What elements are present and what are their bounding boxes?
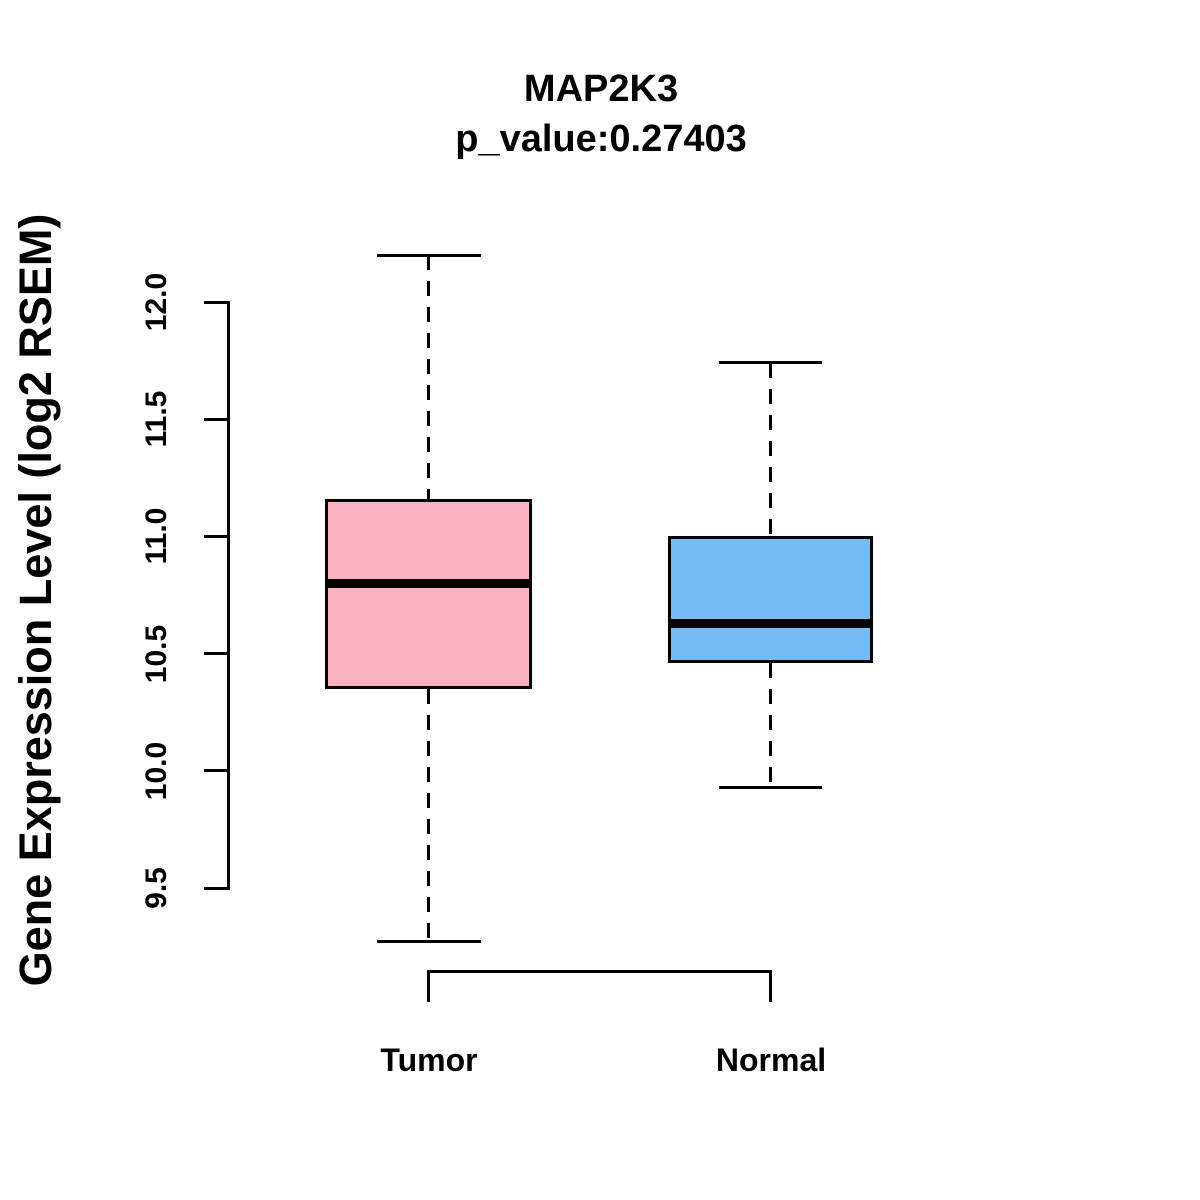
y-axis-title: Gene Expression Level (log2 RSEM) <box>10 213 61 987</box>
x-category-label-tumor: Tumor <box>380 1042 478 1078</box>
normal-upper-whisker-cap <box>719 361 822 364</box>
tumor-lower-whisker <box>427 689 430 942</box>
x-tick-mark <box>769 970 772 1002</box>
normal-median-line <box>668 619 873 628</box>
x-category-label-normal: Normal <box>715 1042 827 1078</box>
y-axis-line <box>227 301 230 890</box>
normal-lower-whisker-cap <box>719 786 822 789</box>
x-axis-line <box>427 970 772 973</box>
normal-lower-whisker <box>769 663 772 787</box>
tumor-lower-whisker-cap <box>377 940 481 943</box>
y-tick-label: 10.5 <box>140 624 173 684</box>
y-tick-mark <box>204 652 230 655</box>
y-tick-label: 11.0 <box>140 507 173 565</box>
y-tick-mark <box>204 418 230 421</box>
chart-title: MAP2K3 <box>523 68 679 110</box>
y-tick-mark <box>204 769 230 772</box>
normal-upper-whisker <box>769 363 772 536</box>
normal-box <box>668 536 873 663</box>
y-tick-mark <box>204 301 230 304</box>
tumor-upper-whisker <box>427 255 430 499</box>
chart-subtitle-pvalue: p_value:0.27403 <box>455 118 747 160</box>
y-tick-mark <box>204 535 230 538</box>
y-tick-label: 12.0 <box>140 272 173 332</box>
y-tick-label: 9.5 <box>140 867 173 909</box>
tumor-box <box>325 499 532 689</box>
tumor-upper-whisker-cap <box>377 254 481 257</box>
y-tick-label: 11.5 <box>140 390 173 448</box>
tumor-median-line <box>325 579 532 588</box>
y-tick-mark <box>204 887 230 890</box>
y-tick-label: 10.0 <box>140 741 173 801</box>
x-tick-mark <box>427 970 430 1002</box>
